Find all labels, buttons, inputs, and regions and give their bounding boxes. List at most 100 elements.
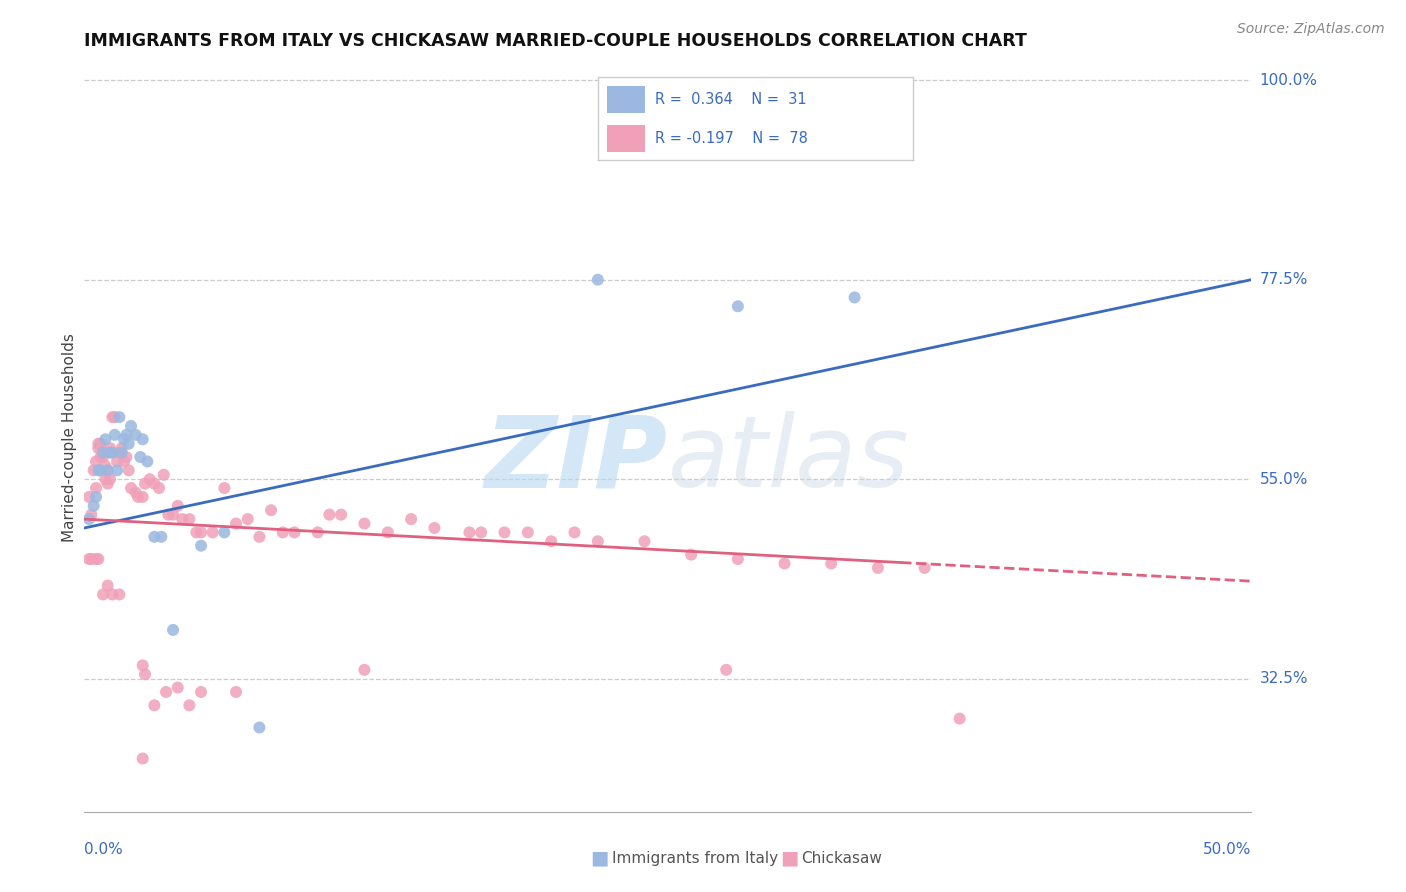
Point [97, 463, 120, 477]
Point [727, 299, 749, 313]
Point [143, 698, 166, 713]
Point [214, 525, 236, 540]
Point [470, 525, 492, 540]
Point [115, 450, 138, 464]
Point [97, 463, 120, 477]
Point [586, 534, 609, 549]
Point [162, 623, 184, 637]
Text: 55.0%: 55.0% [1260, 472, 1308, 487]
Point [423, 521, 446, 535]
Point [330, 508, 353, 522]
Point [152, 467, 174, 482]
Point [80, 552, 103, 566]
Point [108, 587, 131, 601]
Point [87, 441, 110, 455]
Point [105, 454, 128, 468]
Point [84, 481, 107, 495]
Point [91, 587, 114, 601]
Point [108, 410, 131, 425]
Point [271, 525, 294, 540]
Point [132, 658, 155, 673]
Point [94, 458, 117, 473]
Point [87, 436, 110, 450]
Point [190, 685, 212, 699]
Y-axis label: Married-couple Households: Married-couple Households [62, 333, 77, 541]
Point [94, 472, 117, 486]
Point [118, 463, 141, 477]
Text: Immigrants from Italy: Immigrants from Italy [612, 851, 778, 865]
Point [150, 530, 173, 544]
Point [90, 463, 112, 477]
Point [104, 428, 127, 442]
Point [84, 490, 107, 504]
Point [201, 525, 224, 540]
Point [98, 441, 121, 455]
Text: atlas: atlas [668, 411, 910, 508]
Point [105, 463, 128, 477]
Point [87, 463, 110, 477]
Point [97, 579, 120, 593]
Text: ■: ■ [591, 848, 609, 868]
Point [633, 534, 655, 549]
Point [118, 436, 141, 450]
Point [307, 525, 329, 540]
Point [318, 508, 340, 522]
Point [87, 552, 110, 566]
Point [77, 490, 100, 504]
Point [225, 685, 247, 699]
Point [399, 512, 422, 526]
Point [162, 508, 184, 522]
Point [111, 441, 134, 455]
Point [249, 530, 271, 544]
Point [844, 290, 866, 304]
Point [84, 552, 107, 566]
Point [101, 410, 124, 425]
Point [516, 525, 538, 540]
Point [129, 450, 152, 464]
Point [353, 663, 375, 677]
Point [98, 472, 121, 486]
Point [77, 552, 100, 566]
Point [866, 561, 889, 575]
Point [458, 525, 481, 540]
Point [125, 485, 148, 500]
Point [90, 450, 112, 464]
Point [214, 481, 236, 495]
Text: ■: ■ [780, 848, 799, 868]
Point [148, 481, 170, 495]
Point [138, 472, 160, 486]
Point [101, 587, 124, 601]
Point [179, 512, 201, 526]
Point [190, 525, 212, 540]
Point [120, 419, 142, 434]
Point [283, 525, 305, 540]
Point [120, 481, 142, 495]
Point [681, 548, 703, 562]
Point [125, 428, 148, 442]
Point [586, 273, 609, 287]
Point [166, 499, 188, 513]
Point [166, 681, 188, 695]
Point [172, 512, 194, 526]
Point [136, 454, 159, 468]
Point [157, 508, 180, 522]
Point [115, 428, 138, 442]
Point [143, 476, 166, 491]
Point [564, 525, 586, 540]
Point [353, 516, 375, 531]
Point [179, 698, 201, 713]
Point [190, 539, 212, 553]
Text: 32.5%: 32.5% [1260, 671, 1308, 686]
Point [112, 454, 135, 468]
Text: ZIP: ZIP [485, 411, 668, 508]
Point [143, 530, 166, 544]
Text: 100.0%: 100.0% [1260, 72, 1317, 87]
Point [186, 525, 208, 540]
Point [377, 525, 399, 540]
Text: Chickasaw: Chickasaw [801, 851, 883, 865]
Point [820, 557, 842, 571]
Point [111, 445, 134, 459]
Point [84, 454, 107, 468]
Point [132, 490, 155, 504]
Point [540, 534, 562, 549]
